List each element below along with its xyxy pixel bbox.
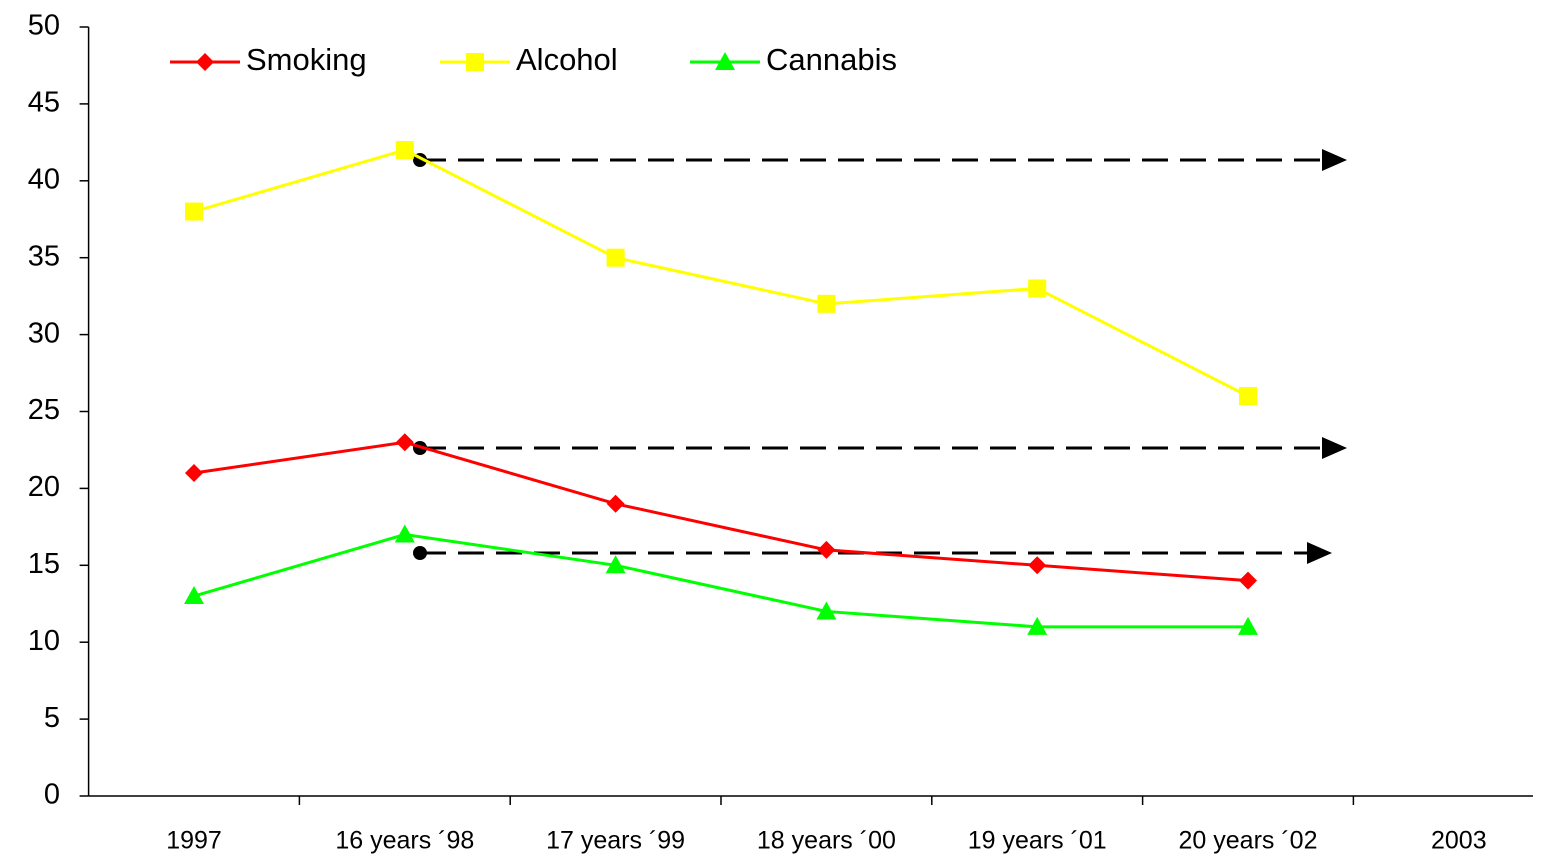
series-line [193,148,1249,398]
legend-marker [196,53,214,71]
data-point [816,601,837,620]
arrow-head [1322,437,1347,459]
data-point [606,248,625,267]
data-point [606,494,625,513]
data-point [185,202,203,221]
x-tick-label: 19 years ´01 [968,827,1107,855]
x-tick-label: 1997 [166,827,222,855]
y-tick-label: 10 [28,625,60,657]
annotation-arrows [413,149,1347,564]
data-point [1239,571,1257,590]
legend-label: Cannabis [766,42,897,77]
data-point [395,141,414,160]
series-line [193,533,1248,629]
data-point [184,586,204,605]
y-tick-label: 15 [28,548,60,580]
y-tick-label: 30 [28,317,60,349]
data-point [1239,387,1257,406]
legend-label: Smoking [246,42,367,77]
x-tick-label: 17 years ´99 [546,827,685,855]
data-point [185,464,203,483]
data-point [605,555,626,574]
legend-marker [715,52,735,70]
arrow-head [1322,149,1347,171]
x-tick-label: 16 years ´98 [335,827,474,855]
x-tick-label: 2003 [1431,827,1487,855]
y-tick-label: 5 [44,702,60,734]
y-tick-label: 25 [28,394,60,426]
data-point [394,524,415,543]
y-tick-label: 50 [28,10,60,42]
y-tick-label: 35 [28,240,60,272]
y-tick-label: 20 [28,471,60,503]
data-point [817,294,836,313]
data-point [1238,616,1258,635]
data-point [395,433,414,452]
x-tick-label: 18 years ´00 [757,827,896,855]
y-tick-label: 40 [28,163,60,195]
arrow-head [1307,542,1332,564]
data-point [817,540,836,559]
y-tick-label: 45 [28,87,60,119]
series-line [193,440,1249,583]
x-tick-label: 20 years ´02 [1179,827,1318,855]
data-point [1028,279,1047,298]
arrow-start [413,546,427,560]
y-tick-label: 0 [44,779,60,811]
legend-label: Alcohol [516,42,618,77]
data-point [1028,556,1047,575]
data-point [1027,616,1048,635]
legend-marker [466,53,484,71]
